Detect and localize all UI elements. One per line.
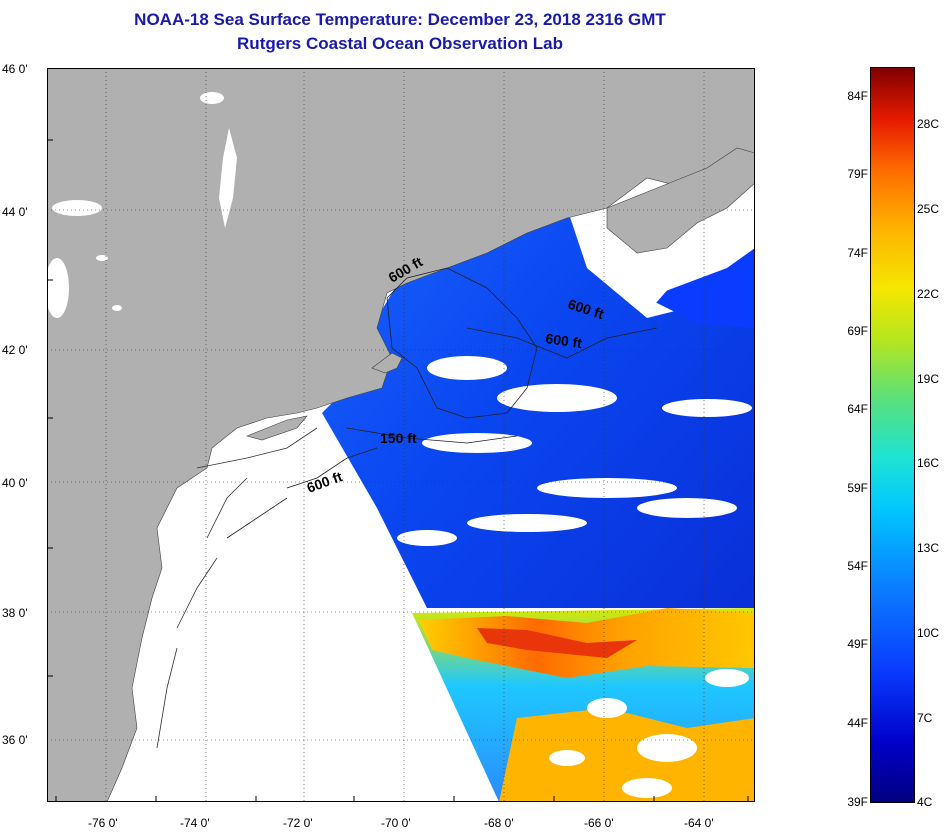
colorbar-c-13: 13C: [917, 541, 940, 555]
colorbar-c-28: 28C: [917, 117, 940, 131]
sst-map: 600 ft 600 ft 600 ft 150 ft 600 ft: [47, 68, 755, 802]
colorbar-c-25: 25C: [917, 202, 940, 216]
land-cape-cod: [371, 352, 403, 374]
lon-label-74: -74 0': [180, 816, 210, 830]
lon-label-68: -68 0': [484, 816, 514, 830]
gulf-stream-core: [477, 628, 637, 658]
lat-label-42: 42 0': [2, 343, 28, 357]
land-mainland: [47, 68, 755, 802]
colorbar-f-44: 44F: [847, 716, 868, 730]
cloud-gaps: [397, 208, 752, 798]
lakes: [47, 92, 237, 318]
colorbar-f-79: 79F: [847, 167, 868, 181]
colorbar-c-7: 7C: [917, 711, 933, 725]
colorbar-f-84: 84F: [847, 89, 868, 103]
colorbar-c-4: 4C: [917, 795, 933, 809]
lon-label-66: -66 0': [584, 816, 614, 830]
colorbar-f-39: 39F: [847, 795, 868, 809]
colorbar-f-74: 74F: [847, 246, 868, 260]
lat-label-46: 46 0': [2, 62, 28, 76]
lon-label-70: -70 0': [381, 816, 411, 830]
axis-ticks: [47, 139, 749, 802]
bathymetry-contours: [226, 267, 658, 539]
lat-label-40: 40 0': [2, 476, 28, 490]
contour-label-150ft: 150 ft: [380, 430, 417, 446]
lat-label-38: 38 0': [2, 606, 28, 620]
lon-label-76: -76 0': [88, 816, 118, 830]
colorbar-f-54: 54F: [847, 559, 868, 573]
sst-cold-region-east: [647, 248, 755, 328]
colorbar-f-64: 64F: [847, 402, 868, 416]
colorbar-f-69: 69F: [847, 324, 868, 338]
lat-label-36: 36 0': [2, 733, 28, 747]
lon-label-72: -72 0': [283, 816, 313, 830]
map-frame: [47, 68, 755, 802]
colorbar-c-10: 10C: [917, 626, 940, 640]
land-long-island: [246, 415, 308, 441]
lon-label-64: -64 0': [684, 816, 714, 830]
colorbar-c-16: 16C: [917, 456, 940, 470]
colorbar-c-22: 22C: [917, 287, 940, 301]
warm-patch-south: [499, 708, 755, 802]
colorbar-c-19: 19C: [917, 372, 940, 386]
contour-label-600ft-georges: 600 ft: [545, 330, 584, 351]
lat-label-44: 44 0': [2, 205, 28, 219]
map-subtitle: Rutgers Coastal Ocean Observation Lab: [237, 34, 563, 53]
map-title: NOAA-18 Sea Surface Temperature: Decembe…: [134, 10, 666, 29]
colorbar-f-49: 49F: [847, 637, 868, 651]
temperature-colorbar: [870, 67, 915, 803]
land-nova-scotia: [606, 147, 755, 254]
colorbar-f-59: 59F: [847, 481, 868, 495]
shelf-coastline-outline: [156, 427, 318, 749]
